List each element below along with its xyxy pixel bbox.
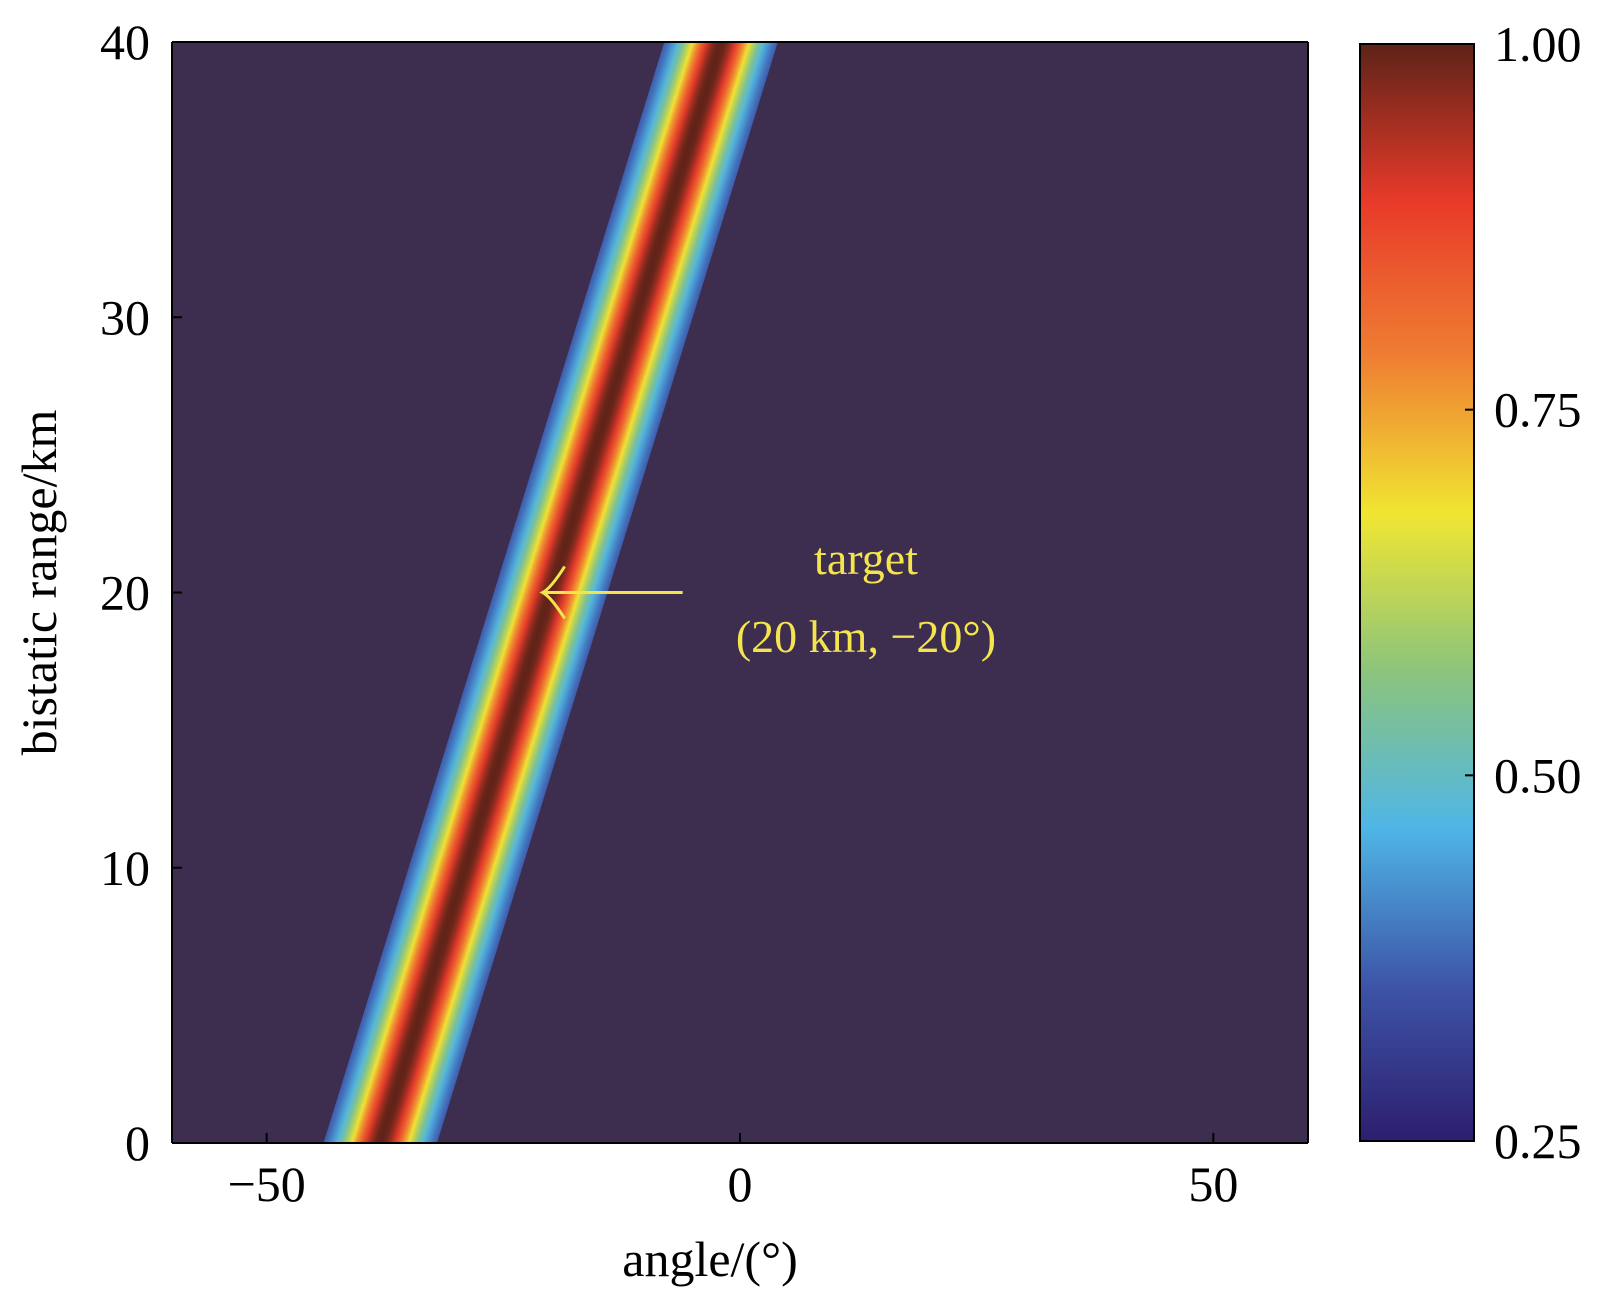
y-tick-label: 20 [100,565,150,621]
annotation-text-target: target [814,533,918,584]
annotation-arrow-head [539,565,566,620]
colorbar-gradient-bar [1359,43,1475,1142]
y-tick-label: 10 [100,840,150,896]
colorbar-tick-label: 0.75 [1494,382,1582,438]
x-tick-label: 0 [728,1156,753,1212]
y-tick-label: 40 [100,14,150,70]
colorbar-tick-label: 0.25 [1494,1113,1582,1169]
colorbar-tick-label: 1.00 [1494,16,1582,72]
y-axis-ticks: 0 10 20 30 40 [100,14,182,1171]
x-axis-ticks: −50 0 50 [228,1133,1238,1212]
x-axis-label: angle/(°) [622,1231,797,1287]
plot-background [172,42,1308,1143]
x-tick-label: 50 [1188,1156,1238,1212]
y-tick-label: 30 [100,289,150,345]
colorbar-tick-label: 0.50 [1494,747,1582,803]
annotation-text-coordinates: (20 km, −20°) [736,611,996,662]
colorbar-ticks: 0.25 0.50 0.75 1.00 [1465,16,1582,1169]
colorbar: 0.25 0.50 0.75 1.00 [1359,16,1582,1169]
y-axis-label: bistatic range/km [11,410,67,756]
y-tick-label: 0 [125,1115,150,1171]
plot-area [171,41,1309,1144]
target-annotation: target (20 km, −20°) [539,533,996,662]
x-tick-label: −50 [228,1156,306,1212]
